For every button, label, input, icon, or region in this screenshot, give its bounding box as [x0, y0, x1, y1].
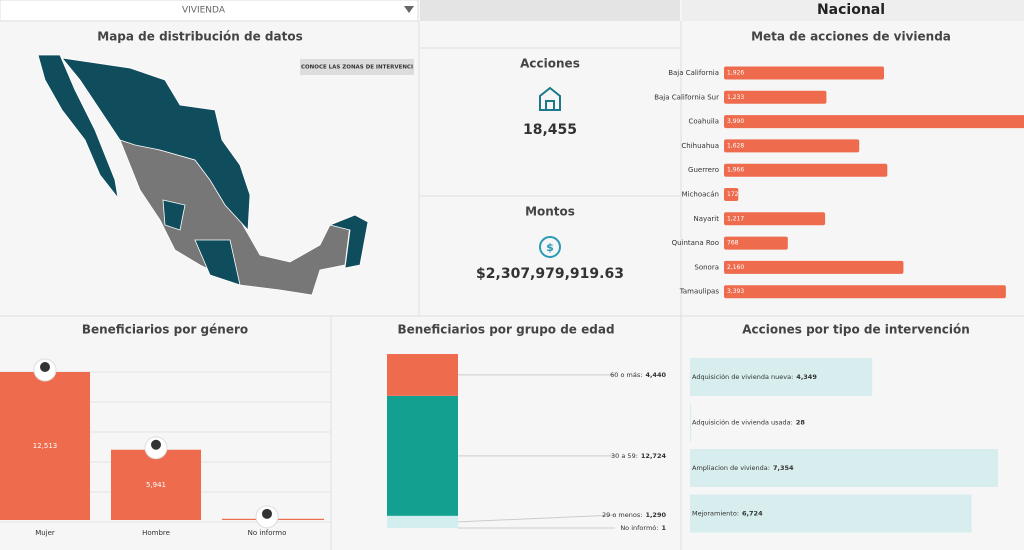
- value-label: 4,440: [645, 371, 666, 379]
- chart-title: Acciones por tipo de intervención: [742, 323, 970, 337]
- series-name: 30 a 59:: [611, 452, 638, 460]
- person-icon-head: [262, 508, 272, 519]
- data-label: No informó: 1: [620, 524, 666, 532]
- value-label: 1,966: [727, 167, 744, 174]
- value-label: 3,393: [727, 288, 744, 295]
- data-label: Mejoramiento: 6,724: [692, 510, 763, 518]
- value-label: 1,926: [727, 70, 744, 77]
- bar: [724, 285, 1006, 299]
- money-icon-sign: $: [546, 241, 554, 254]
- map-title: Mapa de distribución de datos: [97, 30, 302, 44]
- value-label: 768: [727, 240, 739, 247]
- kpi-value: 18,455: [523, 122, 577, 138]
- kpi-label: Montos: [525, 205, 575, 219]
- data-label: 60 o más: 4,440: [610, 371, 666, 379]
- dropdown-arrow: [404, 6, 414, 13]
- bar-segment: [387, 515, 458, 528]
- bar: [111, 449, 201, 520]
- bar: [724, 139, 860, 153]
- bar: [724, 66, 884, 80]
- value-label: 28: [796, 419, 806, 427]
- series-name: 29 o menos:: [602, 511, 642, 519]
- category-label: Adquisición de vivienda usada:: [692, 419, 793, 427]
- value-label: 12,724: [641, 452, 667, 460]
- bar: [724, 188, 739, 201]
- category-label: Baja California Sur: [654, 93, 719, 101]
- value-label: 1,233: [727, 94, 744, 101]
- bar: [724, 163, 888, 177]
- category-label: Tamaulipas: [679, 288, 720, 296]
- kpi-value: $2,307,979,919.63: [476, 266, 624, 282]
- series-name: 60 o más:: [610, 371, 642, 379]
- data-label: 29 o menos: 1,290: [602, 511, 666, 519]
- chart-title: Beneficiarios por género: [82, 323, 248, 337]
- category-label: Ampliacion de vivienda:: [692, 464, 770, 472]
- bar: [690, 358, 873, 396]
- bar: [724, 115, 1024, 129]
- value-label: 4,349: [796, 373, 817, 381]
- data-label: 30 a 59: 12,724: [611, 452, 666, 460]
- value-label: 6,724: [742, 510, 763, 518]
- category-label: Chihuahua: [681, 142, 719, 150]
- kpi-label: Acciones: [520, 57, 580, 71]
- value-label: 2,160: [727, 264, 744, 271]
- money-icon: [539, 236, 561, 258]
- filter-dropdown[interactable]: [0, 0, 419, 22]
- map-button-label: CONOCE LAS ZONAS DE INTERVENCI: [301, 65, 413, 71]
- bar-segment: [387, 395, 458, 516]
- house-icon: [539, 86, 561, 111]
- category-label: Nayarit: [693, 215, 719, 223]
- bar: [690, 403, 692, 442]
- category-label: Michoacán: [682, 191, 719, 199]
- bar: [724, 212, 826, 226]
- value-label: 172: [727, 191, 739, 198]
- category-label: No informo: [248, 529, 287, 537]
- series-name: No informó:: [620, 524, 658, 532]
- map-button[interactable]: [300, 59, 414, 75]
- category-label: Quintana Roo: [672, 239, 719, 247]
- bar: [724, 260, 904, 274]
- bar: [690, 449, 998, 487]
- leader-line: [457, 514, 616, 523]
- value-label: 1: [661, 524, 666, 532]
- category-label: Guerrero: [688, 166, 719, 174]
- value-label: 1,290: [645, 511, 666, 519]
- value-label: 12,513: [33, 442, 58, 450]
- data-label: Ampliacion de vivienda: 7,354: [692, 464, 794, 472]
- value-label: 3,990: [727, 118, 744, 125]
- chart-title: Meta de acciones de vivienda: [751, 30, 951, 44]
- data-label: Adquisición de vivienda usada: 28: [692, 419, 805, 427]
- category-label: Sonora: [694, 263, 719, 271]
- chart-title: Beneficiarios por grupo de edad: [397, 323, 614, 337]
- bar: [724, 90, 827, 104]
- region: Nacional: [817, 2, 885, 18]
- person-icon-head: [40, 362, 50, 372]
- bar: [690, 494, 972, 533]
- value-label: 1,628: [727, 142, 744, 149]
- bar: [0, 372, 90, 520]
- value-label: 7,354: [773, 464, 794, 472]
- top-blank: [420, 0, 680, 21]
- category-label: Hombre: [142, 529, 170, 537]
- category-label: Coahuila: [688, 118, 719, 126]
- category-label: Adquisición de vivienda nueva:: [692, 373, 793, 381]
- bar: [724, 236, 788, 250]
- value-label: 1,217: [727, 215, 744, 222]
- map: [37, 54, 369, 296]
- filter-value: VIVIENDA: [182, 6, 226, 16]
- bar-segment: [387, 354, 458, 396]
- data-label: Adquisición de vivienda nueva: 4,349: [692, 373, 817, 381]
- category-label: Mujer: [35, 529, 55, 537]
- panel-borders: [0, 21, 1024, 550]
- charts: Meta de acciones de vivienda Baja Califor…: [0, 30, 1024, 537]
- person-icon-head: [151, 439, 161, 450]
- category-label: Mejoramiento:: [692, 510, 739, 518]
- category-label: Baja California: [668, 69, 719, 77]
- value-label: 5,941: [146, 481, 166, 489]
- region-bar: [682, 0, 1024, 21]
